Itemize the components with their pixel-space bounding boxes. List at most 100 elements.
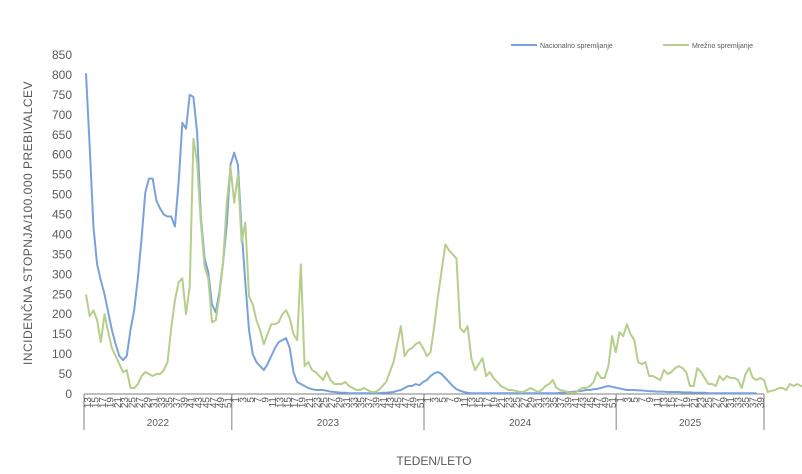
- x-tick-label: 33: [157, 397, 168, 409]
- x-tick-label: 3: [431, 397, 442, 403]
- x-tick-label: 7: [638, 397, 649, 403]
- x-tick-label: 51: [416, 397, 427, 409]
- y-tick-label: 700: [52, 108, 72, 122]
- legend: Nacionalno spremljanje Mrežno spremljanje: [511, 43, 753, 50]
- year-label: 2023: [317, 418, 340, 429]
- x-tick-label: 49: [408, 397, 419, 409]
- x-tick-label: 49: [216, 397, 227, 409]
- x-tick-label: 17: [290, 397, 301, 409]
- x-tick-label: 35: [357, 397, 368, 409]
- y-tick-label: 200: [52, 307, 72, 321]
- x-tick-label: 35: [165, 397, 176, 409]
- x-tick-label: 11: [268, 397, 279, 408]
- x-tick-label: 23: [120, 397, 131, 409]
- y-tick-label: 750: [52, 88, 72, 102]
- x-tick-label: 41: [187, 397, 198, 409]
- x-tick-label: 19: [105, 397, 116, 409]
- y-tick-label: 350: [52, 247, 72, 261]
- x-tick-label: 31: [150, 397, 161, 409]
- x-tick-label: 21: [689, 397, 700, 409]
- axes: [83, 393, 765, 430]
- x-tick-label: 33: [734, 397, 745, 409]
- x-tick-label: 35: [741, 397, 752, 409]
- x-tick-label: 3: [238, 397, 249, 403]
- x-tick-label: 23: [312, 397, 323, 409]
- y-tick-label: 100: [52, 347, 72, 361]
- x-tick-label: 23: [697, 397, 708, 409]
- year-label: 2024: [509, 418, 532, 429]
- x-tick-label: 15: [283, 397, 294, 409]
- x-tick-label: 17: [98, 397, 109, 409]
- year-label: 2022: [147, 418, 170, 429]
- x-tick-label: 13: [660, 397, 671, 409]
- x-tick-label: 19: [490, 397, 501, 409]
- x-tick-label: 37: [556, 397, 567, 409]
- series-line-1: [85, 73, 757, 395]
- x-tick-label: 39: [564, 397, 575, 409]
- y-axis-label: INCIDENČNA STOPNJA/100.000 PREBIVALCEV: [20, 81, 35, 365]
- x-tick-label: 49: [601, 397, 612, 409]
- year-label: 2025: [679, 418, 702, 429]
- x-tick-label: 11: [652, 397, 663, 408]
- x-tick-label: 27: [519, 397, 530, 409]
- x-tick-label: 31: [534, 397, 545, 409]
- x-tick-label: 9: [453, 397, 464, 403]
- x-tick-label: 27: [711, 397, 722, 409]
- x-tick-label: 5: [246, 397, 257, 403]
- x-tick-label: 5: [438, 397, 449, 403]
- x-tick-label: 33: [541, 397, 552, 409]
- x-tick-label: 25: [128, 397, 139, 409]
- x-tick-label: 1: [231, 397, 242, 403]
- x-tick-label: 23: [505, 397, 516, 409]
- x-tick-label: 1: [615, 397, 626, 403]
- x-tick-label: 51: [224, 397, 235, 409]
- y-tick-label: 500: [52, 188, 72, 202]
- series-lines: [85, 73, 802, 395]
- x-tick-label: 45: [394, 397, 405, 409]
- y-tick-label: 450: [52, 208, 72, 222]
- x-tick-label: 47: [401, 397, 412, 409]
- x-tick-label: 31: [342, 397, 353, 409]
- x-tick-label: 11: [460, 397, 471, 408]
- y-tick-label: 300: [52, 267, 72, 281]
- x-tick-label: 15: [91, 397, 102, 409]
- x-tick-label: 43: [578, 397, 589, 409]
- x-tick-label: 35: [549, 397, 560, 409]
- x-tick-label: 39: [756, 397, 767, 409]
- x-tick-label: 29: [527, 397, 538, 409]
- x-tick-label: 9: [261, 397, 272, 403]
- x-tick-label: 33: [349, 397, 360, 409]
- y-tick-label: 650: [52, 128, 72, 142]
- x-tick-label: 7: [253, 397, 264, 403]
- x-tick-label: 15: [667, 397, 678, 409]
- y-tick-label: 800: [52, 68, 72, 82]
- y-tick-label: 0: [65, 387, 72, 401]
- x-tick-label: 17: [482, 397, 493, 409]
- legend-label: Mrežno spremljanje: [692, 43, 753, 50]
- x-tick-label: 39: [371, 397, 382, 409]
- x-tick-label: 43: [386, 397, 397, 409]
- x-tick-label: 51: [608, 397, 619, 409]
- x-axis-ticks: 1315171921232527293133353739414345474951…: [83, 397, 767, 429]
- x-tick-label: 3: [623, 397, 634, 403]
- y-tick-label: 250: [52, 287, 72, 301]
- legend-label: Nacionalno spremljanje: [540, 43, 613, 50]
- x-tick-label: 27: [327, 397, 338, 409]
- x-tick-label: 13: [468, 397, 479, 409]
- series-line-2: [85, 137, 802, 394]
- x-tick-label: 13: [275, 397, 286, 409]
- x-tick-label: 47: [209, 397, 220, 409]
- x-tick-label: 21: [497, 397, 508, 409]
- x-tick-label: 29: [335, 397, 346, 409]
- x-tick-label: 25: [512, 397, 523, 409]
- x-tick-label: 45: [586, 397, 597, 409]
- x-tick-label: 37: [748, 397, 759, 409]
- x-tick-label: 13: [83, 397, 94, 409]
- y-tick-label: 850: [52, 48, 72, 62]
- x-tick-label: 9: [645, 397, 656, 403]
- x-tick-label: 29: [142, 397, 153, 409]
- x-tick-label: 37: [364, 397, 375, 409]
- x-tick-label: 19: [682, 397, 693, 409]
- y-tick-label: 400: [52, 227, 72, 241]
